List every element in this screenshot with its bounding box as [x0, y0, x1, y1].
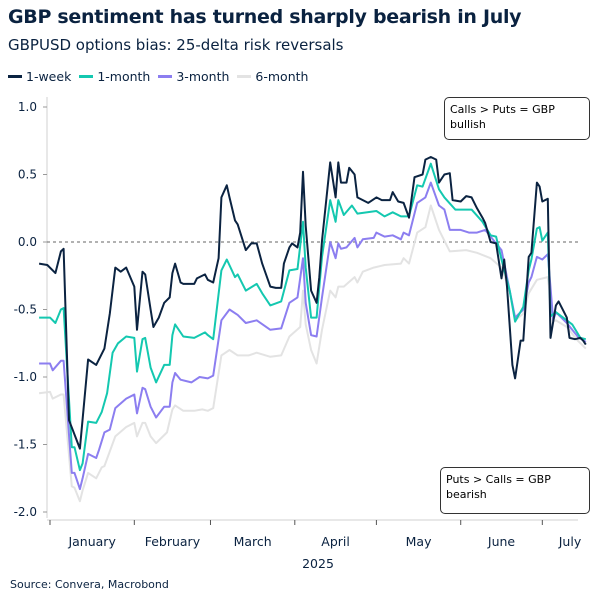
legend-swatch-3-month [158, 75, 173, 78]
y-tick-label: 0.5 [18, 168, 37, 182]
legend-item-1-month[interactable]: 1-month [79, 69, 150, 84]
y-tick-label: 1.0 [18, 100, 37, 114]
legend-item-6-month[interactable]: 6-month [237, 69, 308, 84]
x-tick-label: February [145, 534, 201, 549]
y-tick-label: -1.0 [14, 370, 37, 384]
legend-label: 1-month [97, 69, 151, 84]
chart-title: GBP sentiment has turned sharply bearish… [8, 6, 522, 28]
x-tick-label: June [487, 534, 516, 549]
legend-swatch-1-month [79, 75, 94, 78]
legend-label: 3-month [176, 69, 230, 84]
y-tick-label: -1.5 [14, 438, 37, 452]
x-tick-label: July [558, 534, 582, 549]
legend-label: 1-week [26, 69, 72, 84]
annotation-bearish: Puts > Calls = GBP bearish [440, 467, 590, 514]
legend-swatch-6-month [237, 75, 252, 78]
series-line-1-week [38, 156, 587, 450]
legend-item-3-month[interactable]: 3-month [158, 69, 229, 84]
y-tick-label: 0.0 [18, 235, 37, 249]
legend-swatch-1-week [8, 75, 22, 78]
legend: 1-week 1-month 3-month 6-month [8, 69, 308, 84]
chart-subtitle: GBPUSD options bias: 25-delta risk rever… [8, 36, 344, 54]
y-tick-label: -2.0 [14, 505, 37, 519]
x-tick-label: January [67, 534, 116, 549]
series-line-6-month [38, 204, 587, 503]
x-tick-label: March [234, 534, 272, 549]
y-tick-label: -0.5 [14, 303, 37, 317]
legend-item-1-week[interactable]: 1-week [8, 69, 71, 84]
x-axis-label: 2025 [302, 556, 334, 571]
series-line-3-month [39, 181, 587, 491]
legend-label: 6-month [255, 69, 309, 84]
x-tick-label: April [321, 534, 350, 549]
annotation-bullish: Calls > Puts = GBP bullish [444, 97, 590, 140]
source-note: Source: Convera, Macrobond [10, 578, 169, 591]
x-tick-label: May [406, 534, 432, 549]
series-line-1-month [39, 162, 587, 472]
